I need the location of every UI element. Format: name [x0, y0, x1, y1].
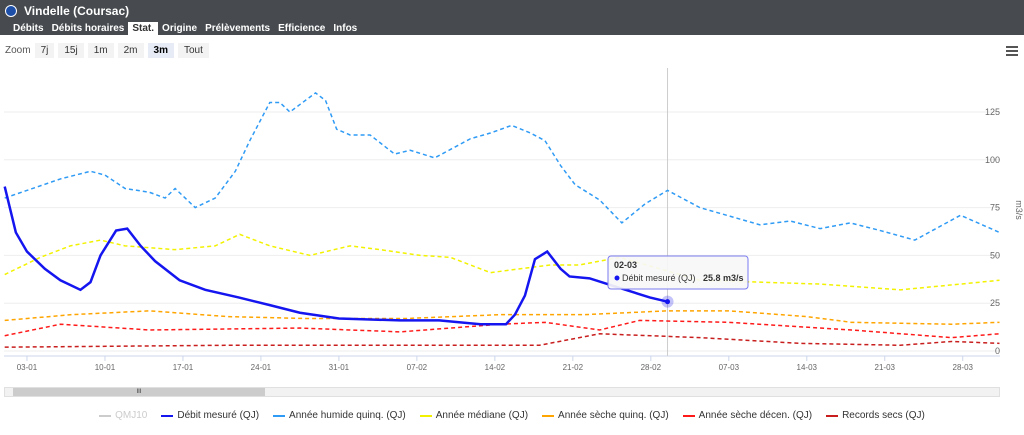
tab-5[interactable]: Efficience: [278, 23, 326, 34]
zoom-selector: Zoom 7j 15j 1m 2m 3m Tout: [5, 43, 209, 58]
legend-label: Année humide quinq. (QJ): [289, 410, 406, 421]
zoom-3m-button[interactable]: 3m: [147, 43, 174, 58]
scrollbar-thumb[interactable]: III: [13, 388, 265, 396]
series-line-ann-e-s-che-d-cen-qj-[interactable]: [4, 319, 1000, 339]
series-line-ann-e-humide-quinq-qj-[interactable]: [4, 91, 1000, 241]
tooltip-box: [607, 255, 749, 290]
tab-6[interactable]: Infos: [333, 23, 358, 34]
zoom-15j-button[interactable]: 15j: [58, 43, 84, 58]
tooltip-series: Débit mesuré (QJ): [622, 273, 696, 283]
hamburger-menu-icon[interactable]: [1006, 46, 1018, 58]
legend-label: Records secs (QJ): [842, 410, 925, 421]
legend-label: Débit mesuré (QJ): [177, 410, 260, 421]
tab-2[interactable]: Stat.: [128, 22, 159, 35]
legend-swatch: [99, 414, 112, 417]
tab-4[interactable]: Prélèvements: [205, 23, 271, 34]
tab-1[interactable]: Débits horaires: [51, 23, 125, 34]
legend-label: Année sèche décen. (QJ): [698, 410, 813, 421]
y-tick-label: 125: [985, 107, 1000, 117]
legend-item[interactable]: Records secs (QJ): [826, 410, 925, 421]
x-tick-label: 07-02: [407, 363, 428, 372]
series-line-d-bit-mesur-qj-[interactable]: [3, 186, 668, 326]
legend-swatch: [826, 414, 839, 417]
x-tick-label: 14-03: [797, 363, 818, 372]
tab-bar: Débits Débits horaires Stat. Origine Prélève…: [0, 22, 1024, 35]
legend-swatch: [419, 414, 432, 417]
chart: 0 25 50 75 100 125 m3/s 03-01 10-01 17-01 24-01 31-…: [3, 68, 1024, 372]
tooltip-value: 25.8 m3/s: [703, 273, 744, 283]
zoom-label: Zoom: [5, 45, 31, 56]
legend-item[interactable]: Année humide quinq. (QJ): [273, 410, 406, 421]
x-tick-label: 14-02: [485, 363, 506, 372]
x-tick-label: 03-01: [17, 363, 38, 372]
y-tick-label: 75: [990, 203, 1000, 213]
tooltip-date: 02-03: [614, 260, 637, 270]
legend-item[interactable]: Débit mesuré (QJ): [161, 410, 259, 421]
zoom-7j-button[interactable]: 7j: [34, 43, 55, 58]
legend-swatch: [273, 414, 286, 417]
y-tick-label: 25: [990, 298, 1000, 308]
zoom-1m-button[interactable]: 1m: [87, 43, 114, 58]
x-tick-label: 10-01: [95, 363, 116, 372]
series-line-ann-e-m-diane-qj-[interactable]: [4, 233, 1000, 291]
tab-3[interactable]: Origine: [162, 23, 198, 34]
legend-item[interactable]: QMJ10: [99, 410, 147, 421]
x-tick-label: 07-03: [719, 363, 740, 372]
legend: QMJ10 Débit mesuré (QJ) Année humide quinq…: [0, 410, 1024, 421]
tooltip-marker: [614, 275, 620, 281]
tooltip: 02-03 Débit mesuré (QJ) 25.8 m3/s: [607, 255, 749, 290]
x-tick-label: 21-02: [563, 363, 584, 372]
legend-label: Année médiane (QJ): [435, 410, 529, 421]
navigator-scrollbar[interactable]: III: [4, 387, 1000, 397]
legend-swatch: [542, 414, 555, 417]
legend-item[interactable]: Année médiane (QJ): [419, 410, 529, 421]
zoom-Tout-button[interactable]: Tout: [177, 43, 209, 58]
x-tick-label: 28-03: [953, 363, 974, 372]
window-title: Vindelle (Coursac): [24, 4, 130, 18]
station-icon: [5, 5, 17, 17]
hover-point[interactable]: [665, 299, 671, 305]
x-tick-label: 21-03: [875, 363, 896, 372]
series-line-ann-e-s-che-quinq-qj-[interactable]: [4, 310, 1000, 325]
x-tick-label: 17-01: [173, 363, 194, 372]
x-tick-label: 24-01: [251, 363, 272, 372]
y-tick-label: 50: [990, 250, 1000, 260]
tab-0[interactable]: Débits: [13, 23, 44, 34]
legend-swatch: [682, 414, 695, 417]
x-tick-label: 31-01: [329, 363, 350, 372]
legend-swatch: [161, 414, 174, 417]
legend-item[interactable]: Année sèche quinq. (QJ): [542, 410, 669, 421]
y-tick-label: 100: [985, 155, 1000, 165]
y-tick-label: 0: [995, 346, 1000, 356]
window-title-bar: Vindelle (Coursac): [0, 0, 1024, 22]
zoom-2m-button[interactable]: 2m: [117, 43, 144, 58]
series-line-records-secs-qj-[interactable]: [4, 333, 1000, 348]
y-axis-title: m3/s: [1014, 200, 1024, 220]
legend-label: Année sèche quinq. (QJ): [558, 410, 669, 421]
legend-label: QMJ10: [115, 410, 148, 421]
legend-item[interactable]: Année sèche décen. (QJ): [682, 410, 813, 421]
x-tick-label: 28-02: [641, 363, 662, 372]
